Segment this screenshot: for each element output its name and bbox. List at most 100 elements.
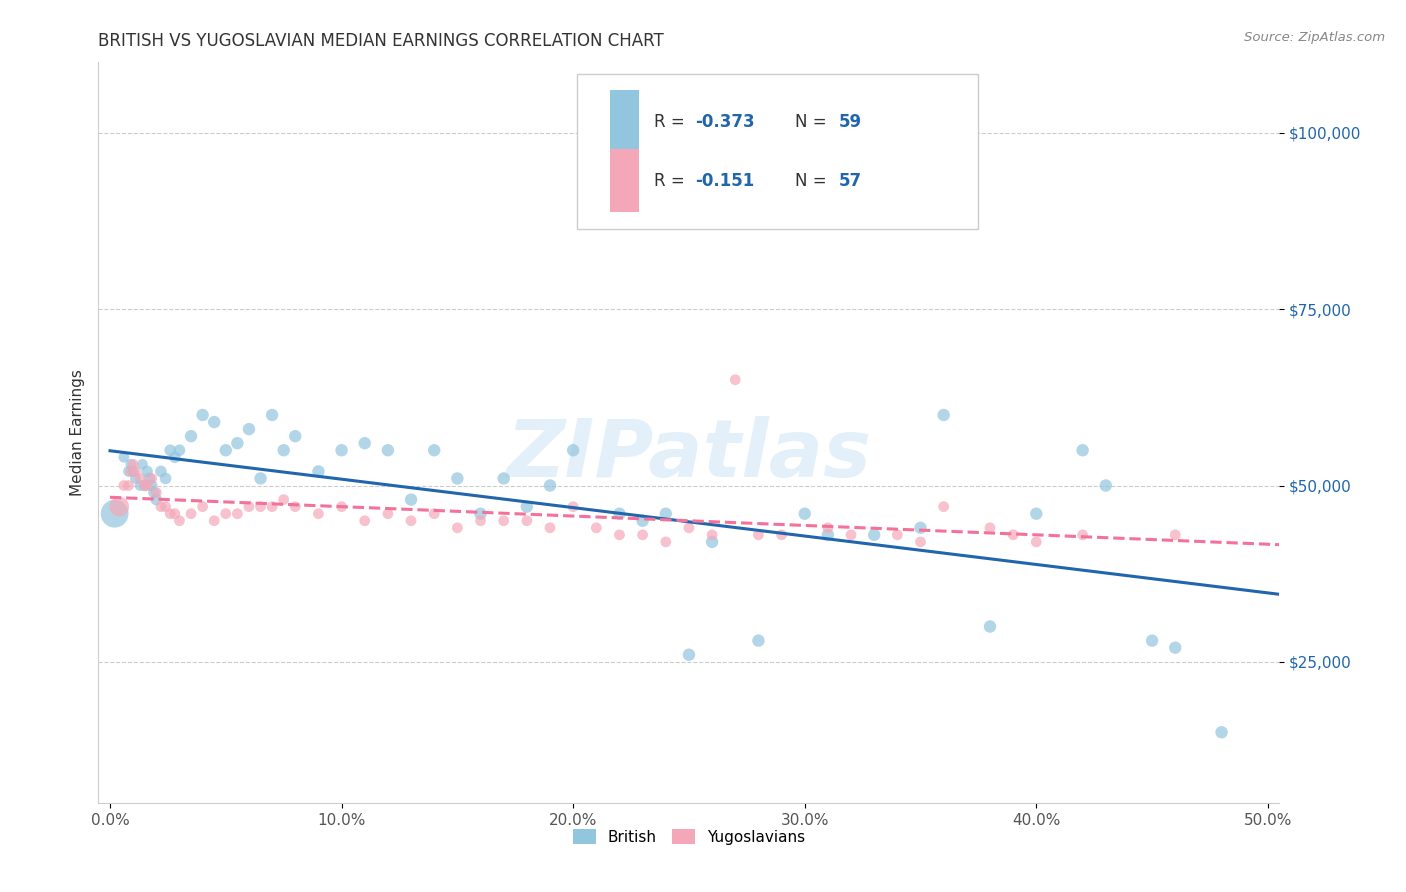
Point [155, 500, 177, 514]
Point [159, 507, 181, 521]
Point [492, 514, 515, 528]
Point [191, 500, 214, 514]
Point [129, 478, 152, 492]
Point [191, 408, 214, 422]
Point [446, 521, 468, 535]
Text: ZIPatlas: ZIPatlas [506, 416, 872, 494]
Point [163, 507, 186, 521]
Point [1071, 443, 1094, 458]
Point [1140, 633, 1163, 648]
Point [330, 500, 353, 514]
Point [262, 500, 284, 514]
Point [149, 464, 172, 478]
Point [423, 507, 446, 521]
Point [215, 507, 238, 521]
Point [262, 408, 284, 422]
Point [910, 521, 932, 535]
Point [377, 507, 399, 521]
Point [104, 507, 127, 521]
FancyBboxPatch shape [576, 73, 979, 229]
Point [1025, 507, 1047, 521]
Point [273, 492, 295, 507]
Bar [610, 90, 640, 153]
Point [117, 464, 139, 478]
Point [979, 619, 1001, 633]
Point [138, 471, 160, 485]
Point [538, 521, 561, 535]
Point [169, 514, 191, 528]
Point [631, 514, 654, 528]
Point [284, 429, 307, 443]
Point [136, 478, 159, 492]
Point [631, 528, 654, 542]
Point [1071, 528, 1094, 542]
Point [1002, 528, 1025, 542]
Point [492, 471, 515, 485]
Point [399, 514, 422, 528]
Point [145, 492, 167, 507]
Point [1211, 725, 1233, 739]
Point [399, 492, 422, 507]
Point [124, 471, 146, 485]
Point [538, 478, 561, 492]
Y-axis label: Median Earnings: Median Earnings [69, 369, 84, 496]
Point [1164, 528, 1187, 542]
Point [655, 535, 678, 549]
Point [839, 528, 862, 542]
Point [793, 507, 815, 521]
Point [120, 458, 142, 472]
Point [136, 464, 159, 478]
Point [609, 507, 631, 521]
Point [910, 535, 932, 549]
Text: Source: ZipAtlas.com: Source: ZipAtlas.com [1244, 31, 1385, 45]
Point [249, 500, 271, 514]
Point [678, 648, 700, 662]
Point [108, 500, 131, 514]
Point [163, 450, 186, 465]
Point [141, 471, 163, 485]
Point [134, 478, 156, 492]
Point [724, 373, 747, 387]
Point [226, 507, 249, 521]
Point [585, 521, 607, 535]
Point [226, 436, 249, 450]
Point [979, 521, 1001, 535]
Point [180, 507, 202, 521]
Point [202, 415, 225, 429]
Point [141, 478, 163, 492]
Point [1025, 535, 1047, 549]
Point [117, 478, 139, 492]
Text: BRITISH VS YUGOSLAVIAN MEDIAN EARNINGS CORRELATION CHART: BRITISH VS YUGOSLAVIAN MEDIAN EARNINGS C… [98, 32, 664, 50]
Text: -0.151: -0.151 [695, 172, 754, 190]
Point [273, 443, 295, 458]
Point [700, 535, 723, 549]
Point [124, 464, 146, 478]
Point [886, 528, 908, 542]
Point [700, 528, 723, 542]
Point [609, 528, 631, 542]
Point [249, 471, 271, 485]
Point [284, 500, 307, 514]
Point [770, 528, 793, 542]
Text: 59: 59 [839, 112, 862, 130]
Point [747, 528, 769, 542]
Legend: British, Yugoslavians: British, Yugoslavians [567, 822, 811, 851]
Text: -0.373: -0.373 [695, 112, 755, 130]
Point [747, 633, 769, 648]
Point [516, 514, 538, 528]
Point [143, 485, 166, 500]
Point [134, 478, 156, 492]
Point [238, 500, 260, 514]
Point [131, 458, 153, 472]
Point [120, 464, 142, 478]
Point [169, 443, 191, 458]
Point [932, 408, 955, 422]
Point [122, 464, 145, 478]
Text: R =: R = [654, 112, 689, 130]
Point [423, 443, 446, 458]
Point [159, 443, 181, 458]
Point [330, 443, 353, 458]
Point [817, 528, 839, 542]
Point [202, 514, 225, 528]
Point [307, 507, 329, 521]
